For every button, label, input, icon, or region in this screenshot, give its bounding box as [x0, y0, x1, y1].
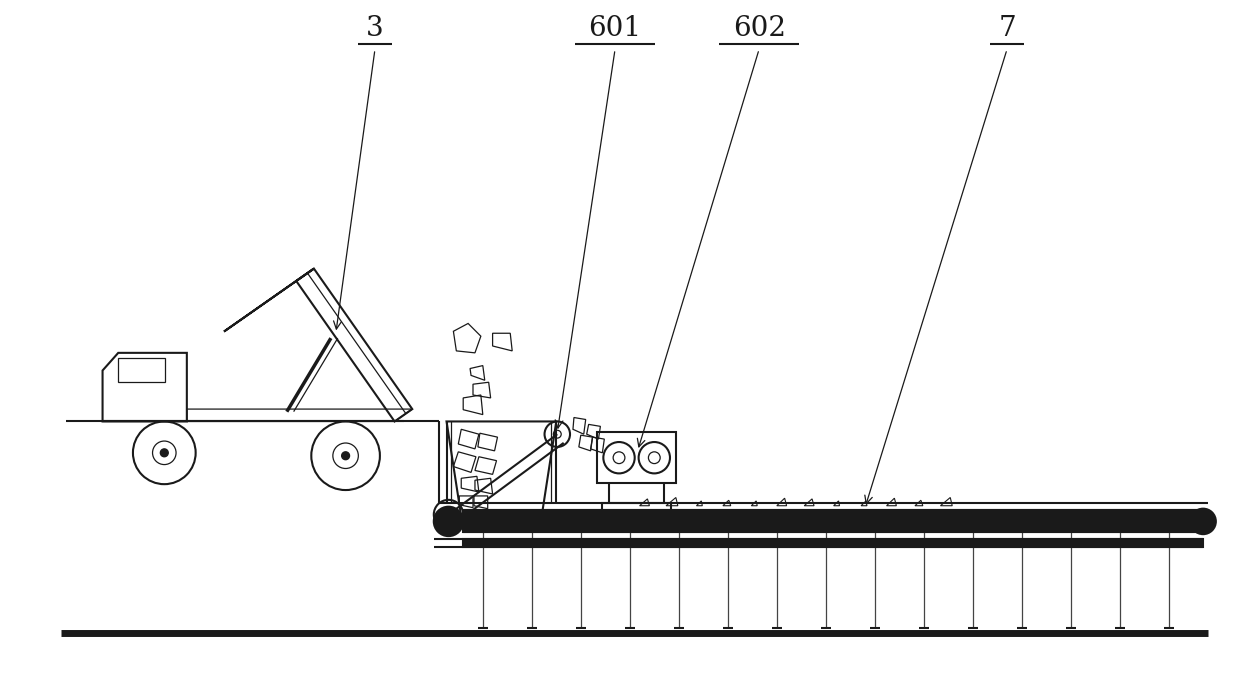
Circle shape [1190, 509, 1216, 534]
Bar [464, 539, 1203, 547]
Bar [464, 510, 1203, 532]
Text: 602: 602 [733, 15, 786, 42]
Bar [118, 358, 165, 382]
Text: 601: 601 [589, 15, 641, 42]
Text: 7: 7 [998, 15, 1016, 42]
Circle shape [342, 452, 350, 460]
Bar [603, 503, 671, 522]
Text: 3: 3 [366, 15, 384, 42]
Circle shape [160, 449, 169, 457]
Bar [598, 433, 676, 483]
Circle shape [434, 507, 464, 536]
